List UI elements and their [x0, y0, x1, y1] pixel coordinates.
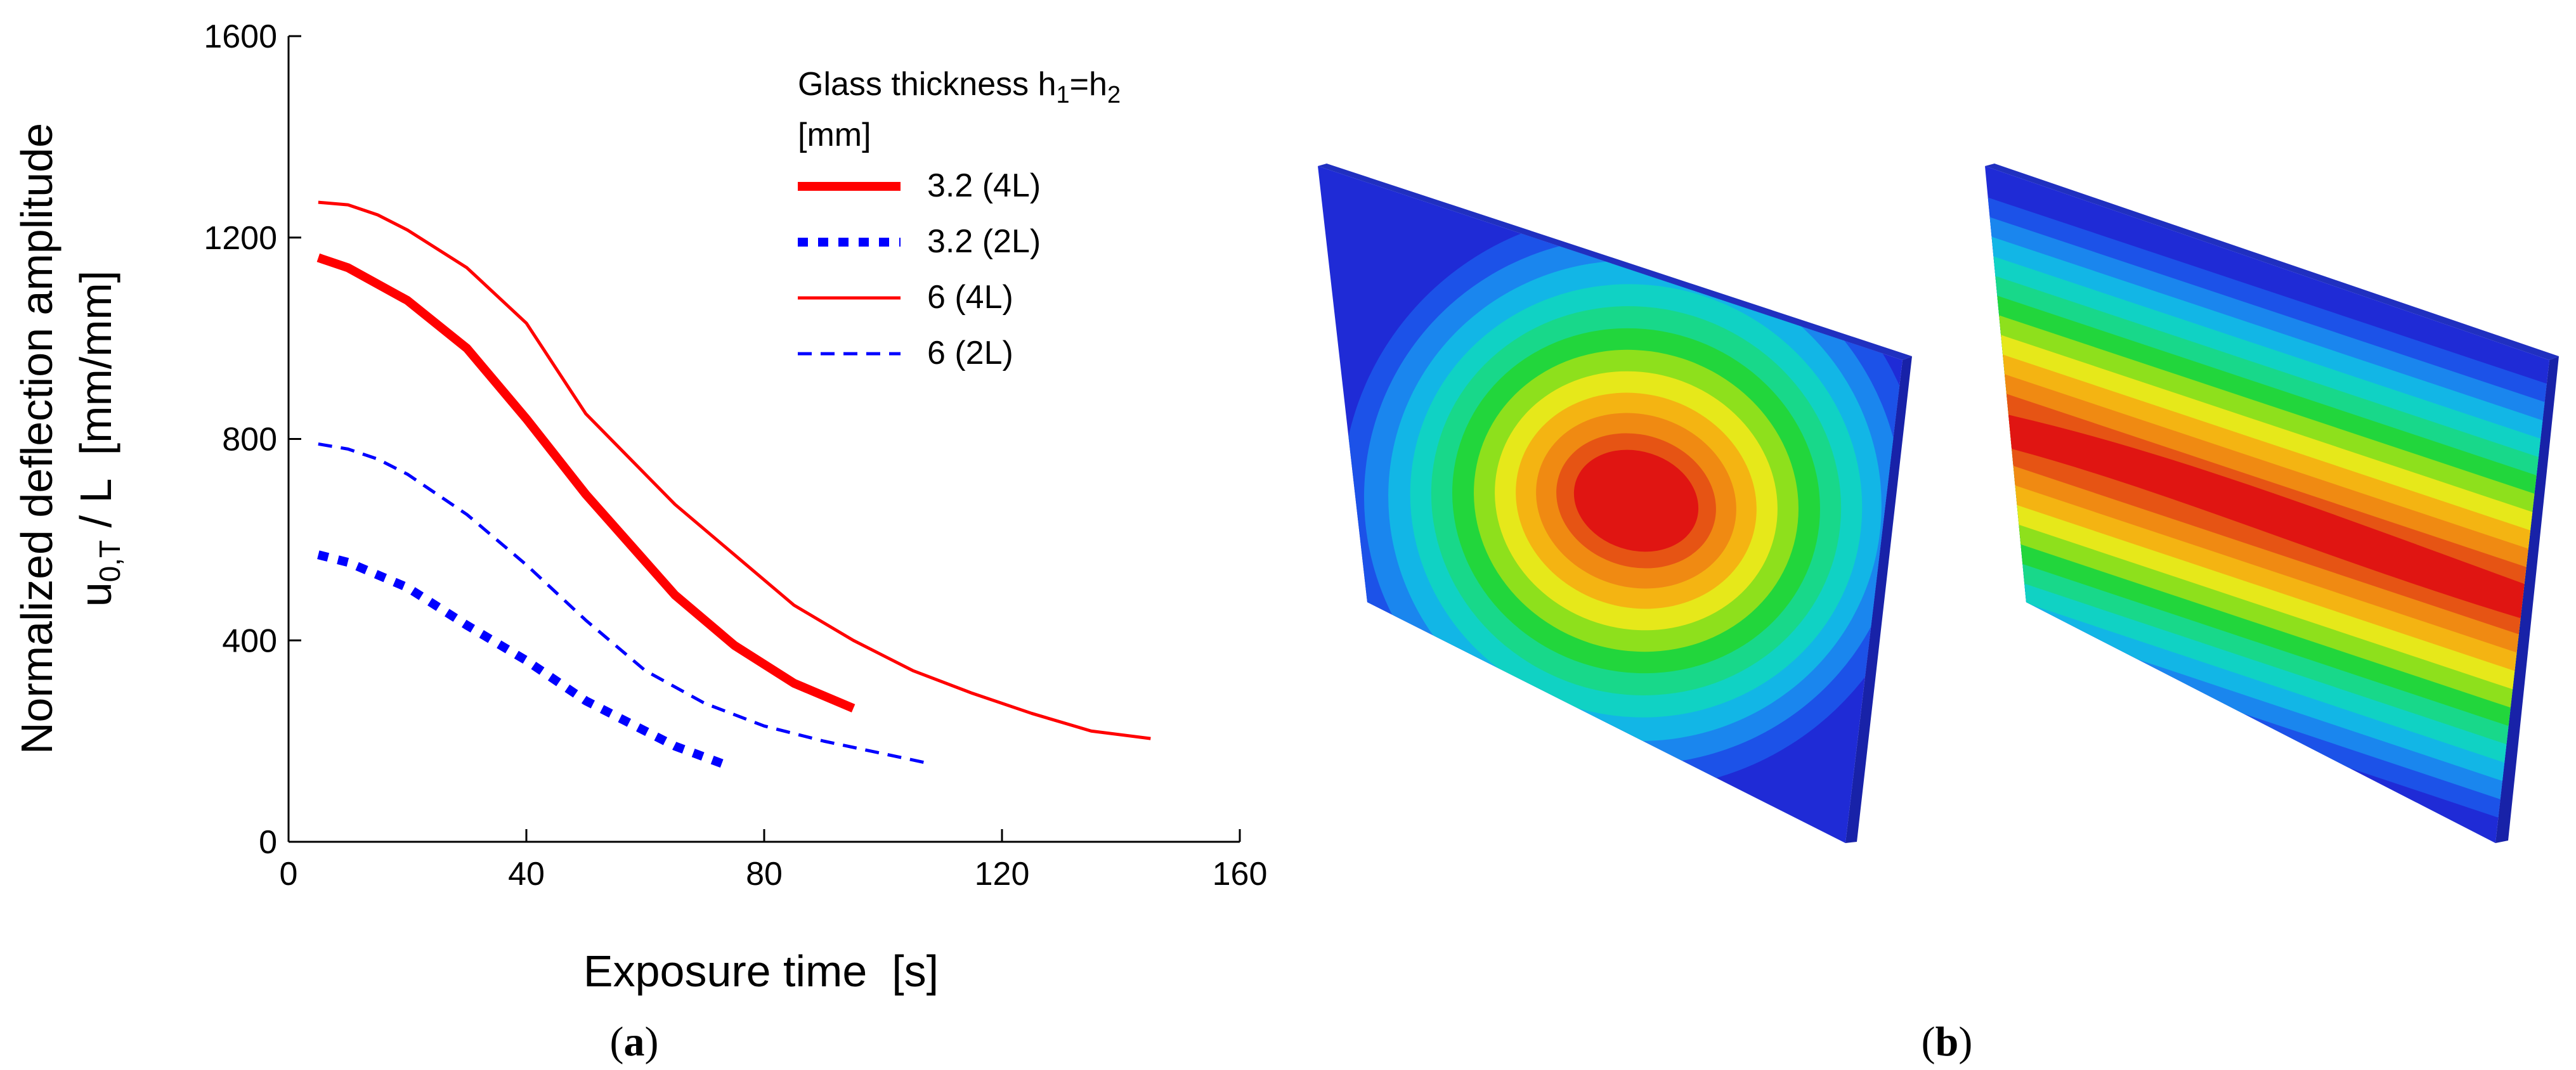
x-tick-label: 0: [280, 856, 298, 893]
legend-title-line1: Glass thickness h1=h2: [798, 66, 1121, 108]
y-label-u: u: [71, 582, 120, 607]
panel-label-b-letter: b: [1935, 1019, 1959, 1065]
legend: Glass thickness h1=h2 [mm] 3.2 (4L)3.2 (…: [798, 66, 1121, 371]
legend-label-4: 6 (2L): [927, 335, 1013, 371]
x-tick-label: 120: [975, 856, 1030, 893]
series-line-1: [316, 253, 855, 712]
y-tick-label: 400: [222, 622, 277, 659]
x-tick-label: 160: [1213, 856, 1268, 893]
y-axis-label-line2: u0,T / L [mm/mm]: [71, 271, 126, 607]
plate1-band-12: [1573, 449, 1699, 552]
y-label-rest: / L [mm/mm]: [71, 271, 120, 540]
x-axis-ticks: 0 40 80 120 160: [280, 829, 1268, 893]
legend-label-3: 6 (4L): [927, 279, 1013, 316]
y-label-sub: 0,T: [93, 540, 126, 582]
plate2-side-edge: [2495, 356, 2559, 843]
panel-label-a-letter: a: [624, 1019, 645, 1065]
series-line-2: [317, 550, 724, 768]
x-axis-label: Exposure time [s]: [583, 946, 939, 996]
y-axis-label-line1: Normalized deflection amplitude: [12, 123, 62, 754]
series-line-4: [318, 442, 932, 766]
y-tick-label: 1200: [204, 220, 277, 257]
plate1-contours: [1318, 166, 1903, 843]
y-axis-ticks: 0 400 800 1200 1600: [204, 18, 301, 861]
legend-title-sub1: 1: [1057, 82, 1070, 108]
panel-label-a: (a): [610, 1019, 659, 1065]
y-tick-label: 1600: [204, 18, 277, 55]
x-tick-label: 80: [746, 856, 783, 893]
legend-title-base: Glass thickness h: [798, 66, 1057, 103]
legend-entries: 3.2 (4L) 3.2 (2L) 6 (4L) 6 (2L): [798, 167, 1041, 371]
plate1-side-edge: [1845, 356, 1912, 843]
plate2-band-12: [1985, 406, 2549, 634]
x-tick-label: 40: [508, 856, 545, 893]
legend-title-sub2: 2: [1107, 82, 1121, 108]
plate1-top-edge: [1318, 164, 1912, 360]
y-tick-label: 0: [259, 824, 277, 861]
deflection-chart: 0 400 800 1200 1600 0 40 80 120 160 Normalized d…: [12, 18, 1267, 1065]
legend-label-1: 3.2 (4L): [927, 167, 1041, 204]
y-tick-label: 800: [222, 422, 277, 458]
legend-title-line2: [mm]: [798, 117, 871, 153]
fea-plate-cylindrical-pattern: [1985, 164, 2559, 843]
legend-title-mid: =h: [1070, 66, 1107, 103]
panel-label-b: (b): [1922, 1019, 1973, 1065]
series-line-3: [318, 200, 1151, 740]
legend-label-2: 3.2 (2L): [927, 223, 1041, 260]
fea-plate-bending-pattern: [1318, 164, 1912, 843]
series-layer: [316, 200, 1151, 768]
plate2-top-edge: [1985, 164, 2559, 360]
